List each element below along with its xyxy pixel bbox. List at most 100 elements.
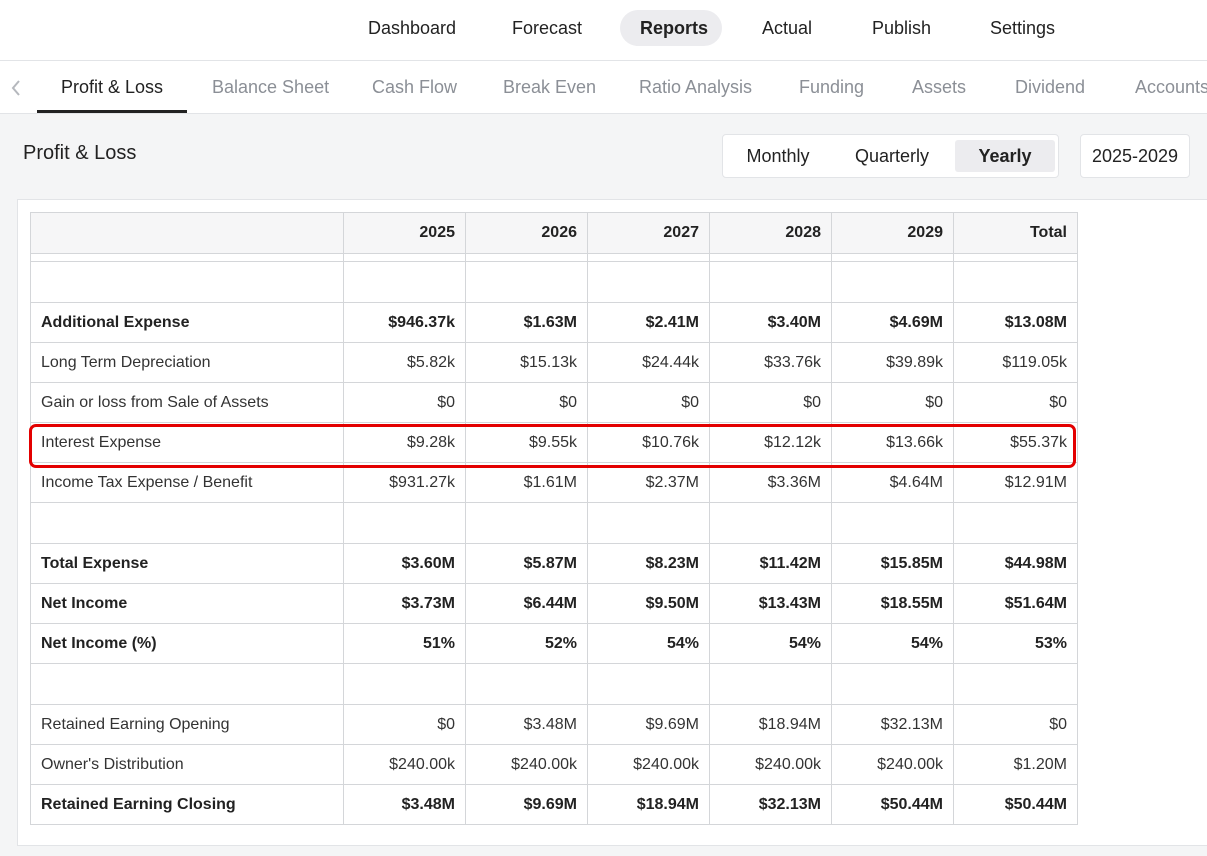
nav-reports[interactable]: Reports (620, 10, 722, 46)
table-row: Net Income (%) 51% 52% 54% 54% 54% 53% (30, 623, 1078, 664)
cell-value: $13.66k (831, 422, 954, 463)
year-range-selector[interactable]: 2025-2029 (1080, 134, 1190, 178)
cell-value: $240.00k (343, 744, 466, 785)
profit-loss-table: 2025 2026 2027 2028 2029 Total Additiona… (30, 212, 1078, 825)
cell-value: $0 (709, 382, 832, 423)
cell-value: $12.12k (709, 422, 832, 463)
tab-ratio-analysis[interactable]: Ratio Analysis (639, 77, 753, 97)
row-label: Net Income (30, 583, 344, 624)
tab-balance-sheet[interactable]: Balance Sheet (212, 77, 330, 97)
column-header: 2029 (831, 212, 954, 254)
tab-assets[interactable]: Assets (911, 77, 967, 97)
cell-value: $0 (953, 704, 1078, 745)
cell-value: 51% (343, 623, 466, 664)
row-label: Retained Earning Closing (30, 784, 344, 825)
cell-value: $32.13M (831, 704, 954, 745)
row-label: Owner's Distribution (30, 744, 344, 785)
cell-value: $6.44M (465, 583, 588, 624)
cell-value: $0 (343, 382, 466, 423)
table-row: Retained Earning Closing $3.48M $9.69M $… (30, 784, 1078, 825)
cell-value: $240.00k (709, 744, 832, 785)
cell-value: $240.00k (587, 744, 710, 785)
cell-value: $3.60M (343, 543, 466, 584)
row-label: Income Tax Expense / Benefit (30, 462, 344, 503)
row-label: Additional Expense (30, 302, 344, 343)
period-yearly-button[interactable]: Yearly (955, 140, 1055, 172)
cell-value: $119.05k (953, 342, 1078, 383)
tab-profit-loss[interactable]: Profit & Loss (37, 61, 187, 113)
cell-value: 54% (831, 623, 954, 664)
cell-value: $240.00k (465, 744, 588, 785)
period-quarterly-button[interactable]: Quarterly (854, 146, 930, 166)
cell-value: $15.13k (465, 342, 588, 383)
cell-value: $0 (465, 382, 588, 423)
top-navigation: Dashboard Forecast Reports Actual Publis… (0, 0, 1207, 61)
report-tabs: Profit & Loss Balance Sheet Cash Flow Br… (0, 61, 1207, 114)
row-label: Net Income (%) (30, 623, 344, 664)
tab-accounts[interactable]: Accounts (1134, 77, 1207, 97)
cell-value: $15.85M (831, 543, 954, 584)
cell-value: $13.08M (953, 302, 1078, 343)
cell-value: $931.27k (343, 462, 466, 503)
cell-value: $9.50M (587, 583, 710, 624)
table-row: Total Expense $3.60M $5.87M $8.23M $11.4… (30, 543, 1078, 584)
tab-cash-flow[interactable]: Cash Flow (372, 77, 458, 97)
cell-value: $4.64M (831, 462, 954, 503)
cell-value: $5.87M (465, 543, 588, 584)
nav-settings[interactable]: Settings (990, 18, 1056, 38)
cell-value: $240.00k (831, 744, 954, 785)
nav-actual[interactable]: Actual (762, 18, 813, 38)
cell-value: $13.43M (709, 583, 832, 624)
cell-value: 54% (709, 623, 832, 664)
spacer-row (30, 261, 1078, 303)
table-row: Net Income $3.73M $6.44M $9.50M $13.43M … (30, 583, 1078, 624)
tab-break-even[interactable]: Break Even (503, 77, 597, 97)
cell-value: $2.37M (587, 462, 710, 503)
tab-dividend[interactable]: Dividend (1015, 77, 1086, 97)
column-header: 2026 (465, 212, 588, 254)
column-header: Total (953, 212, 1078, 254)
cell-value: $10.76k (587, 422, 710, 463)
cell-value: $4.69M (831, 302, 954, 343)
cell-value: $0 (953, 382, 1078, 423)
cell-value: $12.91M (953, 462, 1078, 503)
cell-value: $33.76k (709, 342, 832, 383)
cell-value: $39.89k (831, 342, 954, 383)
cell-value: $0 (587, 382, 710, 423)
cell-value: $9.69M (587, 704, 710, 745)
cell-value: $5.82k (343, 342, 466, 383)
nav-forecast[interactable]: Forecast (512, 18, 583, 38)
tab-funding[interactable]: Funding (799, 77, 865, 97)
cell-value: $946.37k (343, 302, 466, 343)
table-row: Income Tax Expense / Benefit $931.27k $1… (30, 462, 1078, 503)
table-row: Retained Earning Opening $0 $3.48M $9.69… (30, 704, 1078, 745)
cell-value: $18.94M (709, 704, 832, 745)
row-label: Interest Expense (30, 422, 344, 463)
cell-value: $18.55M (831, 583, 954, 624)
cell-value: $9.69M (465, 784, 588, 825)
cell-value: 52% (465, 623, 588, 664)
cell-value: $2.41M (587, 302, 710, 343)
period-toggle: Monthly Quarterly Yearly (722, 134, 1059, 178)
cell-value: $44.98M (953, 543, 1078, 584)
cell-value: $3.36M (709, 462, 832, 503)
chevron-left-icon[interactable] (6, 76, 26, 100)
table-row: Additional Expense $946.37k $1.63M $2.41… (30, 302, 1078, 343)
cell-value: $0 (343, 704, 466, 745)
nav-publish[interactable]: Publish (872, 18, 932, 38)
table-row: Long Term Depreciation $5.82k $15.13k $2… (30, 342, 1078, 383)
table-row: Gain or loss from Sale of Assets $0 $0 $… (30, 382, 1078, 423)
cell-value: 54% (587, 623, 710, 664)
cell-value: 53% (953, 623, 1078, 664)
cell-value: $51.64M (953, 583, 1078, 624)
cell-value: $3.48M (343, 784, 466, 825)
cell-value: $3.48M (465, 704, 588, 745)
page-title: Profit & Loss (23, 142, 137, 164)
column-header: 2025 (343, 212, 466, 254)
period-monthly-button[interactable]: Monthly (746, 146, 810, 166)
cell-value: $1.63M (465, 302, 588, 343)
nav-dashboard[interactable]: Dashboard (368, 18, 457, 38)
spacer-row (30, 253, 1078, 262)
cell-value: $50.44M (831, 784, 954, 825)
cell-value: $55.37k (953, 422, 1078, 463)
